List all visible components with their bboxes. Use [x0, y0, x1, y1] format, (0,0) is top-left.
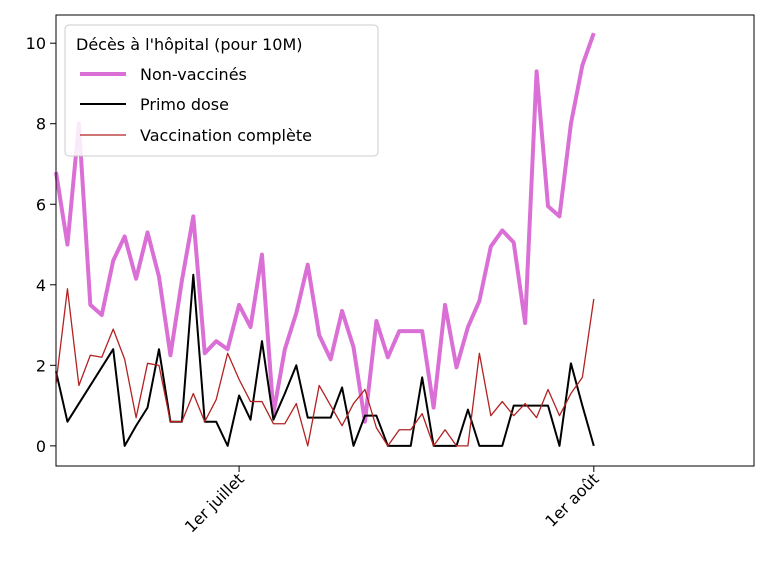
legend-title: Décès à l'hôpital (pour 10M)	[76, 35, 303, 54]
series-layer	[54, 32, 596, 447]
y-tick-label: 6	[36, 195, 46, 214]
y-tick-label: 8	[36, 115, 46, 134]
y-tick-label: 10	[26, 34, 46, 53]
y-tick-label: 2	[36, 356, 46, 375]
y-tick-label: 0	[36, 437, 46, 456]
legend: Décès à l'hôpital (pour 10M) Non-vacciné…	[64, 24, 379, 157]
legend-box	[64, 24, 379, 157]
legend-label-non-vaccines: Non-vaccinés	[140, 65, 247, 84]
legend-label-primo-dose: Primo dose	[140, 95, 229, 114]
plot-frame	[55, 14, 755, 467]
series-line-primo-dose	[55, 273, 595, 447]
series-line-non-vaccines	[54, 32, 596, 424]
legend-label-vaccination-complete: Vaccination complète	[140, 126, 312, 145]
y-tick-label: 4	[36, 276, 46, 295]
series-line-vaccination-complete	[55, 288, 595, 447]
